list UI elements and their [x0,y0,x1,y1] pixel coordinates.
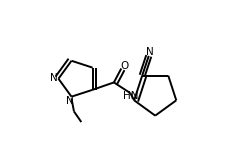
Text: O: O [120,61,128,71]
Text: N: N [146,47,154,57]
Text: N: N [50,73,58,83]
Text: N: N [66,96,74,106]
Text: HN: HN [123,91,138,101]
